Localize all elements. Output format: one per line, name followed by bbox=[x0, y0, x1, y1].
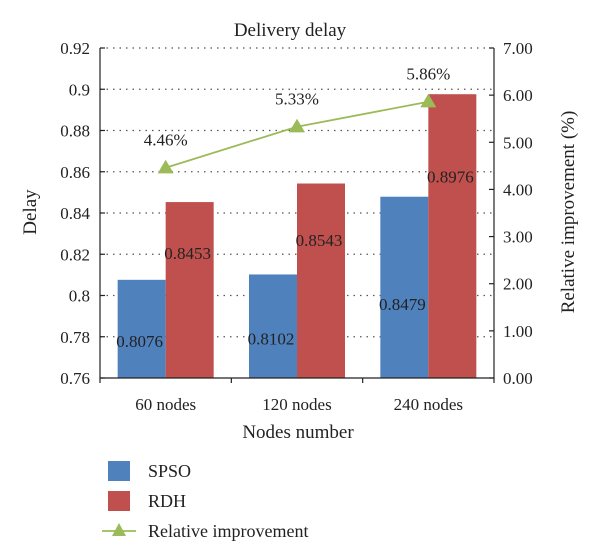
improvement-line bbox=[157, 93, 437, 174]
improvement-label-2: 5.86% bbox=[406, 65, 450, 84]
improvement-line-path bbox=[165, 100, 429, 169]
y-tick-label: 0.82 bbox=[60, 245, 90, 264]
improvement-marker-0 bbox=[157, 159, 174, 174]
chart-title: Delivery delay bbox=[234, 20, 347, 41]
improvement-marker-2 bbox=[420, 93, 437, 108]
y2-tick-label: 3.00 bbox=[503, 228, 533, 247]
bars bbox=[117, 94, 477, 378]
y2-axis-title: Relative improvement (%) bbox=[558, 111, 579, 314]
y-axis-title: Delay bbox=[20, 189, 41, 235]
data-label-rdh-1: 0.8543 bbox=[296, 231, 343, 250]
improvement-marker-1 bbox=[289, 118, 305, 133]
y-tick-label: 0.88 bbox=[60, 122, 90, 141]
legend: SPSO RDH Relative improvement bbox=[102, 461, 308, 541]
y2-tick-label: 0.00 bbox=[503, 369, 533, 388]
legend-swatch-spso bbox=[108, 461, 130, 481]
bar-spso-0 bbox=[117, 279, 166, 378]
y2-tick-label: 6.00 bbox=[503, 86, 533, 105]
legend-label-2: Relative improvement bbox=[148, 521, 308, 541]
y-tick-label: 0.8 bbox=[69, 287, 90, 306]
y-tick-label: 0.86 bbox=[60, 163, 90, 182]
x-tick-label: 120 nodes bbox=[262, 395, 331, 414]
y2-tick-label: 2.00 bbox=[503, 275, 533, 294]
x-tick-label: 60 nodes bbox=[135, 395, 196, 414]
improvement-label-0: 4.46% bbox=[144, 131, 188, 150]
y-tick-label: 0.84 bbox=[60, 204, 90, 223]
bar-rdh-0 bbox=[165, 202, 214, 378]
y-tick-label: 0.76 bbox=[60, 369, 90, 388]
legend-label-0: SPSO bbox=[148, 461, 191, 481]
bar-spso-2 bbox=[380, 196, 429, 378]
data-label-spso-1: 0.8102 bbox=[248, 329, 295, 348]
y-tick-label: 0.9 bbox=[69, 80, 90, 99]
legend-label-1: RDH bbox=[148, 491, 186, 511]
y2-tick-label: 7.00 bbox=[503, 39, 533, 58]
data-label-rdh-2: 0.8976 bbox=[427, 168, 474, 187]
data-label-rdh-0: 0.8453 bbox=[164, 244, 211, 263]
bar-spso-1 bbox=[249, 274, 297, 378]
axes: 0.76 0.78 0.8 0.82 0.84 0.86 0.88 0.9 0.92 0.00 1.… bbox=[60, 39, 533, 414]
y2-tick-label: 4.00 bbox=[503, 180, 533, 199]
data-label-spso-2: 0.8479 bbox=[379, 295, 426, 314]
y2-tick-label: 5.00 bbox=[503, 133, 533, 152]
bar-rdh-1 bbox=[297, 183, 345, 378]
data-label-spso-0: 0.8076 bbox=[116, 332, 163, 351]
improvement-label-1: 5.33% bbox=[275, 90, 319, 109]
y2-tick-label: 1.00 bbox=[503, 322, 533, 341]
legend-triangle-swatch bbox=[112, 523, 126, 536]
x-tick-label: 240 nodes bbox=[394, 395, 463, 414]
y-tick-label: 0.78 bbox=[60, 328, 90, 347]
bar-rdh-2 bbox=[428, 94, 477, 378]
legend-swatch-rdh bbox=[108, 491, 130, 511]
y-tick-label: 0.92 bbox=[60, 39, 90, 58]
x-axis-title: Nodes number bbox=[242, 422, 354, 443]
data-labels: 0.8076 0.8453 0.8102 0.8543 0.8479 0.8976 4.46… bbox=[116, 65, 473, 351]
